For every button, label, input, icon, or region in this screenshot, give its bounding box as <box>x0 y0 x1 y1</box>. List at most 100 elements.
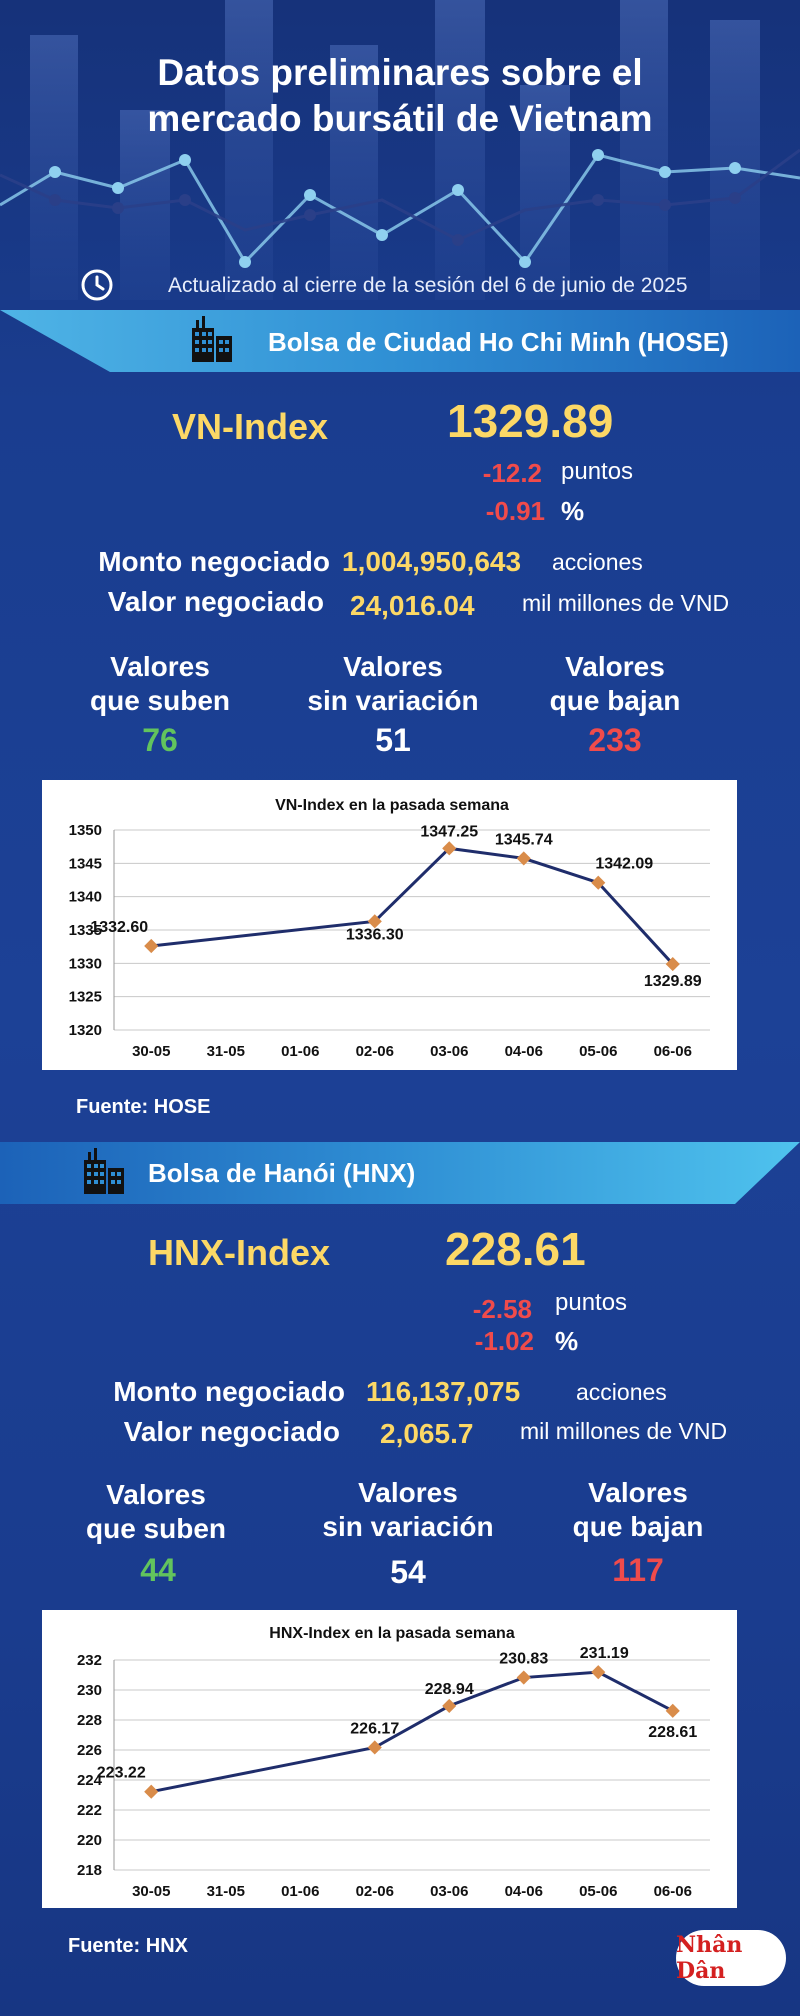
hnx-up-label-line2: que suben <box>85 1513 226 1544</box>
hnx-volume-value: 116,137,075 <box>366 1376 521 1407</box>
y-tick-label: 224 <box>77 1772 103 1789</box>
hose-source: Fuente: HOSE <box>76 1096 211 1118</box>
y-tick-label: 228 <box>77 1712 102 1729</box>
hnx-down-label-line2: que bajan <box>572 1511 704 1542</box>
hnx-down-label-line1: Valores <box>588 1477 688 1508</box>
hnx-banner <box>0 1142 800 1204</box>
header-decoration <box>0 0 800 300</box>
hose-value-unit: mil millones de VND <box>522 590 730 616</box>
vn-index-chart-svg: VN-Index en la pasada semana 1320 1325 1330… <box>69 797 710 1060</box>
y-tick-label: 1345 <box>69 855 102 872</box>
data-label: 1347.25 <box>420 823 478 840</box>
data-label: 226.17 <box>350 1720 399 1737</box>
hnx-down-value: 117 <box>612 1552 664 1588</box>
vn-index-name: VN-Index <box>172 406 329 447</box>
data-point <box>442 1698 457 1713</box>
y-tick-label: 222 <box>77 1802 102 1819</box>
hose-volume-label: Monto negociado <box>98 546 330 577</box>
updated-timestamp: Actualizado al cierre de la sesión del 6… <box>168 274 688 297</box>
data-point <box>144 1784 159 1799</box>
hnx-flat-label: Valores sin variación <box>298 1476 518 1544</box>
data-point <box>516 1670 531 1685</box>
x-tick-label: 06-06 <box>654 1043 692 1060</box>
data-label: 1336.30 <box>346 926 404 943</box>
series-line <box>151 846 674 966</box>
header-background <box>0 0 800 300</box>
hnx-flat-label-line1: Valores <box>358 1477 458 1508</box>
y-tick-label: 1330 <box>69 955 102 972</box>
data-label: 228.61 <box>648 1724 697 1741</box>
building-icon <box>78 1146 128 1196</box>
hnx-index-value: 228.61 <box>445 1223 586 1275</box>
x-tick-label: 01-06 <box>281 1883 319 1900</box>
hose-down-label-line1: Valores <box>565 651 665 682</box>
hose-exchange-name: Bolsa de Ciudad Ho Chi Minh (HOSE) <box>268 327 729 357</box>
x-tick-label: 04-06 <box>505 1883 543 1900</box>
data-point <box>591 1665 606 1680</box>
building-icon <box>186 314 236 364</box>
x-tick-label: 31-05 <box>207 1043 245 1060</box>
x-tick-label: 30-05 <box>132 1043 170 1060</box>
hnx-index-change-points: -2.58 <box>472 1294 532 1324</box>
data-point <box>367 914 382 929</box>
hnx-up-label-line1: Valores <box>106 1479 206 1510</box>
hose-volume-unit: acciones <box>552 549 643 575</box>
title-line-2: mercado bursátil de Vietnam <box>147 98 653 139</box>
series-line <box>150 1670 674 1794</box>
y-tick-label: 230 <box>77 1682 102 1699</box>
title-line-1: Datos preliminares sobre el <box>157 52 643 93</box>
hnx-index-pct-unit: % <box>555 1326 579 1356</box>
hose-down-label: Valores que bajan <box>515 650 715 718</box>
hose-flat-label-line1: Valores <box>343 651 443 682</box>
data-label: 1342.09 <box>595 856 653 873</box>
hose-volume-value: 1,004,950,643 <box>342 546 522 577</box>
x-tick-label: 04-06 <box>505 1043 543 1060</box>
data-label: 1332.60 <box>90 919 148 936</box>
y-tick-label: 1350 <box>69 822 102 839</box>
x-tick-label: 02-06 <box>356 1043 394 1060</box>
data-point <box>144 938 159 954</box>
vn-index-value: 1329.89 <box>447 395 614 447</box>
y-tick-label: 1335 <box>69 922 102 939</box>
hnx-value-label: Valor negociado <box>123 1416 340 1447</box>
hnx-volume-unit: acciones <box>576 1379 667 1405</box>
x-tick-label: 03-06 <box>430 1883 468 1900</box>
hose-up-label-line1: Valores <box>110 651 210 682</box>
chart-title: VN-Index en la pasada semana <box>275 797 509 814</box>
y-tick-label: 1340 <box>69 889 102 906</box>
x-tick-label: 03-06 <box>430 1043 468 1060</box>
hnx-index-points-unit: puntos <box>555 1289 628 1316</box>
data-point <box>367 1740 382 1755</box>
hose-up-value: 76 <box>142 722 178 758</box>
data-point <box>665 956 680 972</box>
hnx-value-value: 2,065.7 <box>380 1418 474 1449</box>
y-tick-label: 1325 <box>69 989 102 1006</box>
hnx-source: Fuente: HNX <box>68 1935 188 1957</box>
data-label: 223.22 <box>97 1765 146 1782</box>
vn-index-chart: VN-Index en la pasada semana 1320 1325 1330… <box>42 780 737 1070</box>
x-tick-label: 05-06 <box>579 1043 617 1060</box>
y-tick-label: 218 <box>77 1862 102 1879</box>
data-label: 231.19 <box>580 1645 629 1662</box>
hnx-flat-value: 54 <box>390 1554 426 1590</box>
hnx-index-chart-svg: HNX-Index en la pasada semana 218 220 222 22… <box>77 1625 710 1900</box>
x-tick-label: 01-06 <box>281 1043 319 1060</box>
hose-up-label: Valores que suben <box>60 650 260 718</box>
data-label: 230.83 <box>499 1651 548 1668</box>
vn-index-points-unit: puntos <box>561 458 634 485</box>
y-tick-label: 226 <box>77 1742 102 1759</box>
chart-title: HNX-Index en la pasada semana <box>269 1625 515 1642</box>
y-tick-label: 1320 <box>69 1022 102 1039</box>
hnx-down-label: Valores que bajan <box>538 1476 738 1544</box>
hose-value-label: Valor negociado <box>107 586 324 617</box>
hose-up-label-line2: que suben <box>89 685 230 716</box>
hnx-exchange-name: Bolsa de Hanói (HNX) <box>148 1158 416 1188</box>
clock-icon <box>80 268 114 302</box>
hose-flat-label-line2: sin variación <box>307 685 479 716</box>
logo-text: Nhân Dân <box>676 1932 743 1984</box>
vn-index-change-pct: -0.91 <box>485 496 545 526</box>
data-point <box>665 1703 680 1718</box>
x-tick-label: 31-05 <box>207 1883 245 1900</box>
x-tick-label: 30-05 <box>132 1883 170 1900</box>
hnx-index-change-pct: -1.02 <box>474 1326 534 1356</box>
